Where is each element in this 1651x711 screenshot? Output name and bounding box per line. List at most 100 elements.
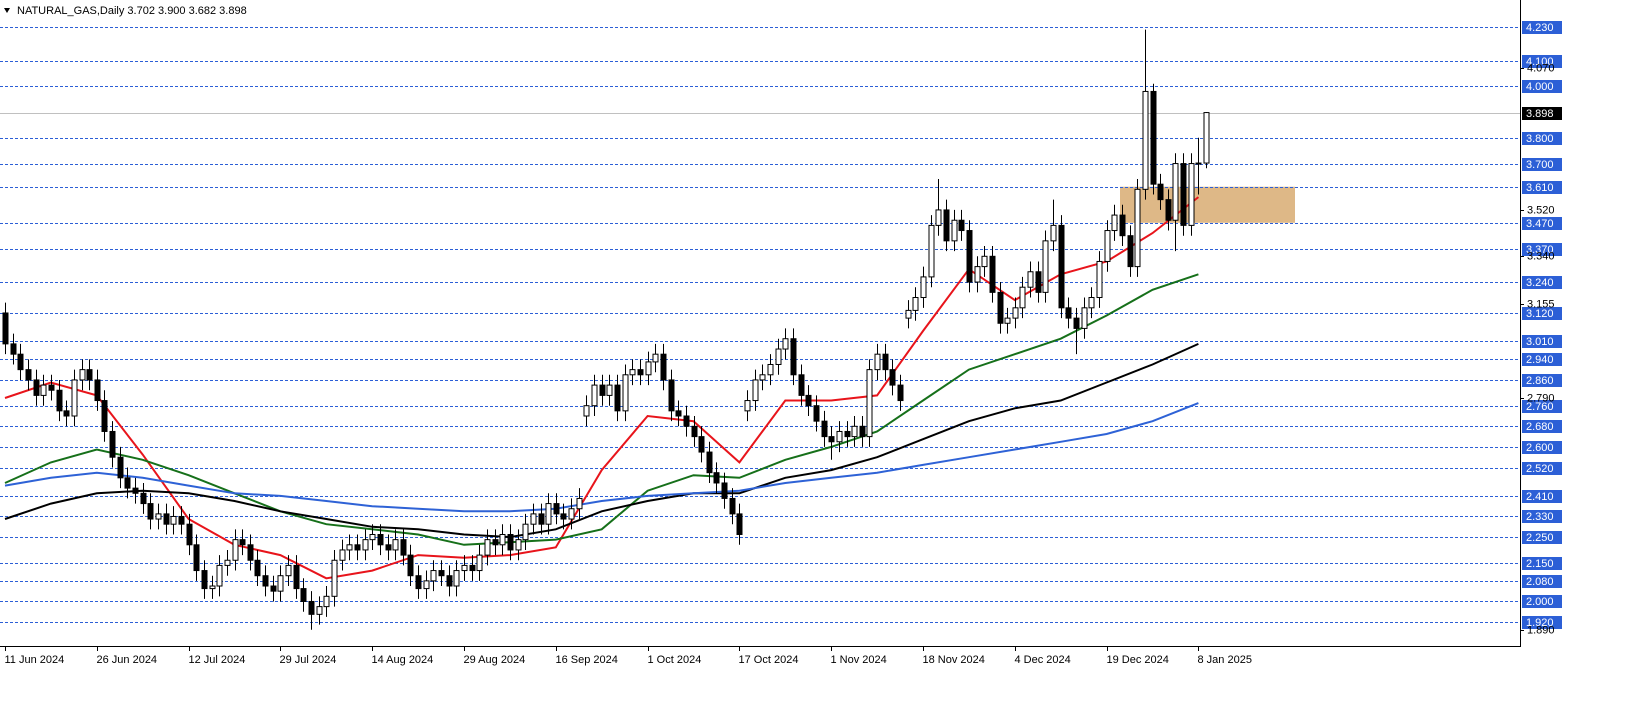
candle-body [247,544,254,561]
candle-body [484,539,491,556]
candle-body [362,539,369,551]
x-tick-label: 29 Aug 2024 [464,654,526,666]
candle-body [706,451,713,474]
candle-body [1188,163,1195,226]
x-tick-label: 19 Dec 2024 [1107,654,1169,666]
candle-body [698,436,705,453]
candle-body [469,564,476,572]
candle-body [186,523,193,546]
candle-body [1150,90,1157,185]
level-label-box [1522,510,1562,523]
candle-body [675,410,682,417]
y-tick-label: 3.155 [1527,298,1555,310]
candle-body [1050,224,1057,242]
candle-body [606,384,613,396]
candle-body [920,276,927,299]
candle-body [25,369,32,381]
candle-body [224,559,231,566]
candle-body [339,549,346,561]
candle-body [1142,90,1149,190]
menu-arrow[interactable] [4,8,10,13]
candle-body [1180,163,1187,226]
candle-body [33,379,40,396]
candle-body [430,570,437,582]
candle-body [874,353,881,371]
x-tick-label: 4 Dec 2024 [1015,654,1071,666]
candle-body [1203,112,1210,164]
candle-body [423,580,430,590]
candle-body [1004,317,1011,324]
y-tick-label: 2.790 [1527,392,1555,404]
candle-body [270,585,277,592]
candle-body [407,554,414,577]
candle-body [798,374,805,396]
candle-body [683,415,690,427]
candle-body [897,384,904,402]
level-label: 3.370 [1526,244,1554,256]
level-label-box [1522,441,1562,454]
candle-body [538,513,545,525]
candle-body [1157,183,1164,201]
level-label: 2.080 [1526,576,1554,588]
plot-layer [0,27,1520,630]
candle-body [346,544,353,551]
candle-body [56,389,63,412]
level-label: 3.120 [1526,308,1554,320]
candle-body [124,477,131,489]
candle-body [354,544,361,551]
candle-body [1195,162,1202,165]
candle-body [637,369,644,376]
candle-body [629,369,636,376]
x-tick-label: 1 Nov 2024 [831,654,887,666]
level-label: 2.000 [1526,596,1554,608]
level-label-box [1522,21,1562,34]
candle-body [767,363,774,376]
level-label: 3.010 [1526,336,1554,348]
level-label: 2.860 [1526,375,1554,387]
candle-body [966,230,973,283]
x-tick-label: 14 Aug 2024 [372,654,434,666]
candle-body [385,544,392,551]
candle-body [147,503,154,520]
level-label: 2.760 [1526,401,1554,413]
level-label-box [1522,595,1562,608]
y-tick-label: 3.520 [1527,204,1555,216]
candle-body [308,600,315,615]
candle-body [721,482,728,499]
candle-body [828,436,835,443]
candle-body [1172,163,1179,221]
candle-body [974,266,981,283]
candle-body [178,515,185,525]
candle-body [239,539,246,546]
candle-body [545,503,552,525]
candle-body [476,554,483,572]
level-label: 2.940 [1526,354,1554,366]
candle-body [775,348,782,365]
candle-body [492,539,499,546]
x-tick-label: 26 Jun 2024 [97,654,158,666]
candle-body [1081,307,1088,329]
level-label-box [1522,531,1562,544]
candle-body [866,369,873,438]
candle-body [163,513,170,525]
level-label-box [1522,80,1562,93]
candle-body [989,255,996,293]
candle-body [583,405,590,417]
level-label: 4.000 [1526,81,1554,93]
candle-body [652,353,659,363]
level-label-box [1522,158,1562,171]
level-label-box [1522,217,1562,230]
level-label: 3.240 [1526,277,1554,289]
level-label: 2.600 [1526,442,1554,454]
price-tag-box [1522,107,1562,120]
level-label: 4.230 [1526,22,1554,34]
candle-body [836,430,843,443]
candle-body [744,400,751,412]
supply-zone [1120,186,1295,223]
candle-body [438,570,445,577]
x-tick-label: 17 Oct 2024 [739,654,799,666]
candle-body [614,384,621,412]
candle-body [889,369,896,386]
level-label-box [1522,55,1562,68]
